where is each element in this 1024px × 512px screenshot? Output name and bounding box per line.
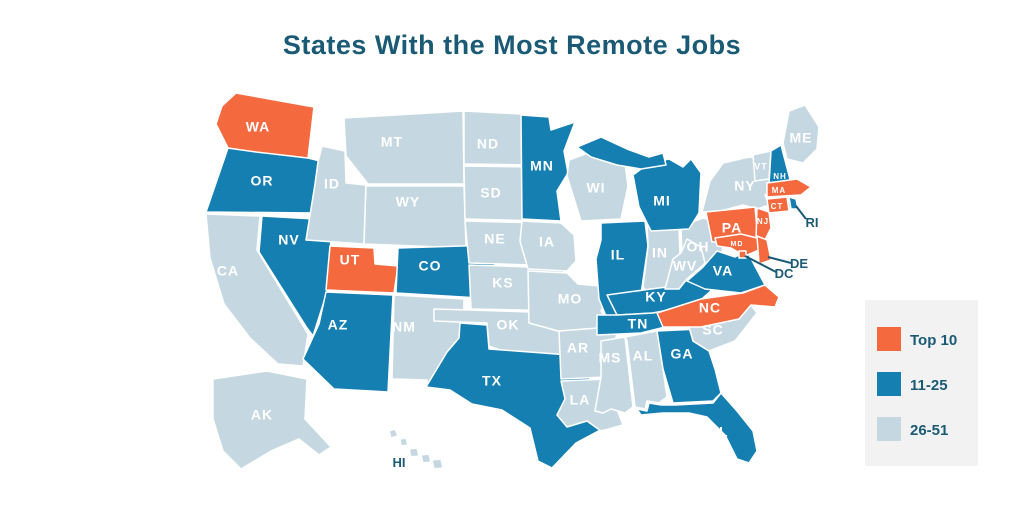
state-or — [205, 147, 325, 214]
callout-label-hi: HI — [393, 455, 406, 470]
page-title: States With the Most Remote Jobs — [283, 30, 741, 60]
state-me — [782, 104, 820, 164]
state-mn — [520, 114, 576, 222]
state-mt — [343, 110, 465, 185]
legend-swatch-top10 — [877, 327, 901, 351]
state-hi — [388, 428, 399, 439]
callout-label-de: DE — [790, 256, 808, 271]
state-ia — [519, 220, 577, 272]
callout-line-ri — [795, 205, 807, 220]
legend: Top 10 11-25 26-51 — [865, 300, 978, 466]
legend-label-11-25: 11-25 — [910, 377, 948, 394]
state-de — [756, 235, 772, 265]
state-ut — [325, 245, 399, 294]
us-map — [205, 92, 820, 470]
state-hi — [431, 458, 444, 470]
state-vt — [752, 150, 772, 182]
state-nj — [755, 207, 772, 245]
legend-swatch-11-25 — [877, 372, 901, 396]
state-hi — [420, 453, 432, 464]
state-wa — [215, 92, 315, 159]
legend-label-top10: Top 10 — [910, 332, 957, 349]
state-fl — [636, 392, 758, 464]
callout-label-dc: DC — [775, 266, 794, 281]
legend-swatch-26-51 — [877, 417, 901, 441]
state-hi — [399, 437, 409, 447]
callout-line-dc — [744, 255, 777, 273]
state-ms — [594, 336, 634, 414]
state-nc — [656, 284, 780, 328]
state-ma — [766, 178, 812, 198]
state-wy — [363, 185, 467, 249]
state-hi — [408, 447, 420, 458]
callout-label-ri: RI — [806, 215, 819, 230]
callout-line-de — [767, 256, 792, 264]
state-az — [302, 291, 394, 393]
state-mi — [576, 136, 667, 170]
state-md — [714, 233, 760, 257]
state-ca — [205, 213, 309, 367]
state-ak — [212, 370, 332, 470]
state-mi — [632, 158, 702, 232]
state-ct — [766, 196, 790, 214]
legend-label-26-51: 26-51 — [910, 422, 948, 439]
state-dc — [738, 250, 747, 259]
state-wv — [664, 238, 706, 290]
